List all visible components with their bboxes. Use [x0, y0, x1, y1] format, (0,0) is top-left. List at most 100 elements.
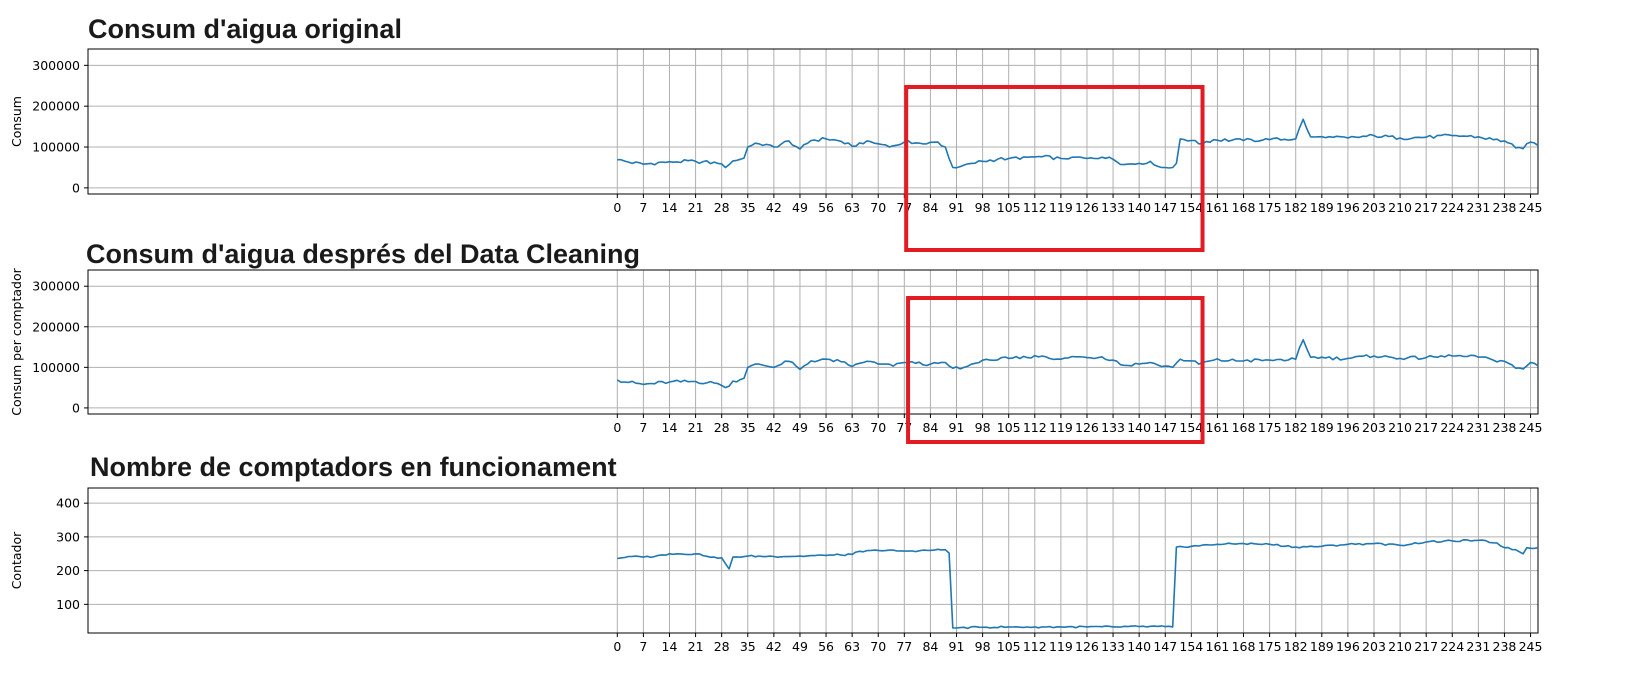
x-tick-label: 28: [714, 639, 730, 654]
x-tick-label: 231: [1466, 639, 1490, 654]
x-tick-label: 63: [844, 200, 860, 215]
y-tick-label: 300: [56, 529, 80, 544]
y-tick-label: 0: [72, 400, 80, 415]
y-axis-label: Contador: [9, 531, 24, 589]
axes-frame: [87, 48, 1539, 195]
x-tick-label: 245: [1519, 200, 1543, 215]
x-tick-label: 84: [922, 420, 938, 435]
x-tick-label: 84: [922, 200, 938, 215]
x-tick-label: 203: [1362, 420, 1386, 435]
x-tick-label: 175: [1258, 639, 1282, 654]
x-tick-label: 175: [1258, 200, 1282, 215]
x-tick-label: 119: [1049, 420, 1073, 435]
x-tick-label: 217: [1414, 639, 1438, 654]
x-tick-label: 231: [1466, 420, 1490, 435]
x-tick-label: 140: [1127, 420, 1151, 435]
x-tick-label: 7: [639, 420, 647, 435]
x-tick-label: 70: [870, 420, 886, 435]
y-tick-label: 300000: [32, 58, 80, 73]
y-axis-label: Consum: [9, 96, 24, 147]
x-tick-label: 21: [688, 420, 704, 435]
chart-panel-2: 0 7 14 21 28 35 42 49 56 63 70 77 84 91 98 105 112 119 126…: [9, 487, 1543, 654]
x-tick-label: 126: [1075, 420, 1099, 435]
x-tick-label: 42: [766, 420, 782, 435]
y-tick-label: 100000: [32, 360, 80, 375]
x-tick-label: 56: [818, 420, 834, 435]
x-tick-label: 175: [1258, 420, 1282, 435]
x-tick-label: 238: [1493, 420, 1517, 435]
x-tick-label: 189: [1310, 420, 1334, 435]
x-tick-label: 49: [792, 639, 808, 654]
x-tick-label: 112: [1023, 420, 1047, 435]
x-tick-label: 14: [662, 200, 678, 215]
x-tick-label: 70: [870, 200, 886, 215]
x-tick-label: 245: [1519, 639, 1543, 654]
x-tick-label: 231: [1466, 200, 1490, 215]
x-tick-label: 7: [639, 639, 647, 654]
x-tick-label: 217: [1414, 200, 1438, 215]
x-tick-label: 161: [1206, 200, 1230, 215]
x-tick-label: 98: [975, 200, 991, 215]
x-tick-label: 126: [1075, 200, 1099, 215]
x-tick-label: 133: [1101, 200, 1125, 215]
x-tick-label: 133: [1101, 420, 1125, 435]
x-tick-label: 196: [1336, 639, 1360, 654]
x-tick-label: 168: [1232, 200, 1256, 215]
x-tick-label: 112: [1023, 200, 1047, 215]
x-tick-label: 217: [1414, 420, 1438, 435]
chart-title-cleaned: Consum d'aigua després del Data Cleaning: [86, 239, 641, 269]
x-tick-label: 14: [662, 639, 678, 654]
x-tick-label: 203: [1362, 639, 1386, 654]
x-tick-label: 35: [740, 639, 756, 654]
y-tick-label: 300000: [32, 279, 80, 294]
x-tick-label: 70: [870, 639, 886, 654]
x-tick-label: 126: [1075, 639, 1099, 654]
x-tick-label: 105: [997, 420, 1021, 435]
x-tick-label: 119: [1049, 639, 1073, 654]
x-tick-label: 28: [714, 200, 730, 215]
chart-title-meters: Nombre de comptadors en funcionament: [90, 452, 617, 482]
x-tick-label: 133: [1101, 639, 1125, 654]
x-tick-label: 224: [1440, 420, 1464, 435]
x-tick-label: 105: [997, 200, 1021, 215]
x-tick-label: 168: [1232, 420, 1256, 435]
x-tick-label: 189: [1310, 200, 1334, 215]
x-tick-label: 196: [1336, 420, 1360, 435]
x-tick-label: 140: [1127, 200, 1151, 215]
x-tick-label: 119: [1049, 200, 1073, 215]
series-line: [617, 118, 1539, 169]
x-tick-label: 189: [1310, 639, 1334, 654]
x-tick-label: 63: [844, 639, 860, 654]
x-tick-label: 98: [975, 639, 991, 654]
x-tick-label: 98: [975, 420, 991, 435]
x-tick-label: 14: [662, 420, 678, 435]
x-tick-label: 154: [1179, 639, 1203, 654]
x-tick-label: 161: [1206, 420, 1230, 435]
x-tick-label: 0: [613, 639, 621, 654]
chart-panel-1: 0 7 14 21 28 35 42 49 56 63 70 77 84 91 98 105 112 119 126…: [9, 267, 1542, 444]
x-tick-label: 182: [1284, 200, 1308, 215]
x-tick-label: 21: [688, 200, 704, 215]
x-tick-label: 238: [1493, 639, 1517, 654]
x-tick-label: 203: [1362, 200, 1386, 215]
x-tick-label: 238: [1493, 200, 1517, 215]
x-tick-label: 35: [740, 420, 756, 435]
x-tick-label: 210: [1388, 639, 1412, 654]
x-tick-label: 147: [1153, 200, 1177, 215]
x-tick-label: 182: [1284, 639, 1308, 654]
x-tick-label: 42: [766, 200, 782, 215]
x-tick-label: 0: [613, 420, 621, 435]
x-tick-label: 140: [1127, 639, 1151, 654]
x-tick-label: 91: [949, 639, 965, 654]
chart-panel-0: 0 7 14 21 28 35 42 49 56 63 70 77 84 91 98 105 112 119 126…: [9, 48, 1543, 252]
x-tick-label: 56: [818, 200, 834, 215]
chart-title-original: Consum d'aigua original: [88, 14, 402, 44]
y-tick-label: 200000: [32, 99, 80, 114]
x-tick-label: 77: [896, 639, 912, 654]
x-tick-label: 224: [1440, 639, 1464, 654]
x-tick-label: 21: [688, 639, 704, 654]
x-tick-label: 168: [1232, 639, 1256, 654]
series-line: [616, 339, 1539, 389]
x-tick-label: 224: [1440, 200, 1464, 215]
